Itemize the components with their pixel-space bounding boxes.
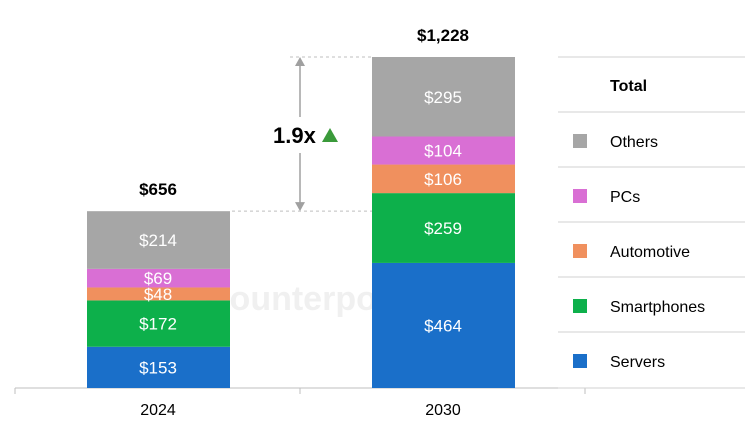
data-label-others-2030: $295 [424,88,462,107]
x-tick-label-2030: 2030 [425,402,461,419]
bar-segment-others-2024 [87,211,230,269]
up-triangle-icon [322,128,338,142]
total-label-2024: $656 [139,180,177,199]
plot-area: $153 $172 $48$69 $214 $656 2024 $464 $259 $106 $1… [14,26,730,419]
arrow-down-icon [295,202,305,212]
total-label-2030: $1,228 [417,26,469,45]
data-label-servers-2024: $153 [139,358,177,377]
bar-segment-pcs-2024 [87,268,230,288]
bar-segment-others-2030 [372,57,515,137]
data-label-smartphones-2030: $259 [424,219,462,238]
data-label-automotive-2030: $106 [424,170,462,189]
data-label-others-2024: $214 [139,231,177,250]
legend-label-pcs: PCs [610,189,640,206]
data-label-pcs-2024: $69 [144,269,172,288]
bar-segment-pcs-2030 [372,136,515,165]
data-label-servers-2030: $464 [424,316,462,335]
bar-segment-servers-2024 [87,346,230,388]
legend-label-others: Others [610,134,658,151]
data-label-automotive-2024: $48 [144,285,172,304]
legend-swatch-pcs [573,189,587,203]
legend-label-smartphones: Smartphones [610,299,705,316]
arrow-up-icon [295,57,305,66]
bar-segment-automotive-2024 [87,287,230,301]
legend-swatch-automotive [573,244,587,258]
growth-label: 1.9x [273,123,317,148]
legend-title: Total [610,78,647,95]
bar-segment-smartphones-2030 [372,193,515,263]
x-tick-label-2024: 2024 [140,402,176,419]
legend-swatch-others [573,134,587,148]
legend-label-automotive: Automotive [610,244,690,261]
legend-swatch-smartphones [573,299,587,313]
data-label-pcs-2030: $104 [424,142,462,161]
data-label-smartphones-2024: $172 [139,315,177,334]
legend-swatch-servers [573,354,587,368]
bar-segment-automotive-2030 [372,164,515,194]
legend-label-servers: Servers [610,354,665,371]
bar-segment-smartphones-2024 [87,300,230,347]
bar-segment-servers-2030 [372,262,515,388]
legend: Total Others PCs Automotive Smartphones Serve… [558,56,745,389]
